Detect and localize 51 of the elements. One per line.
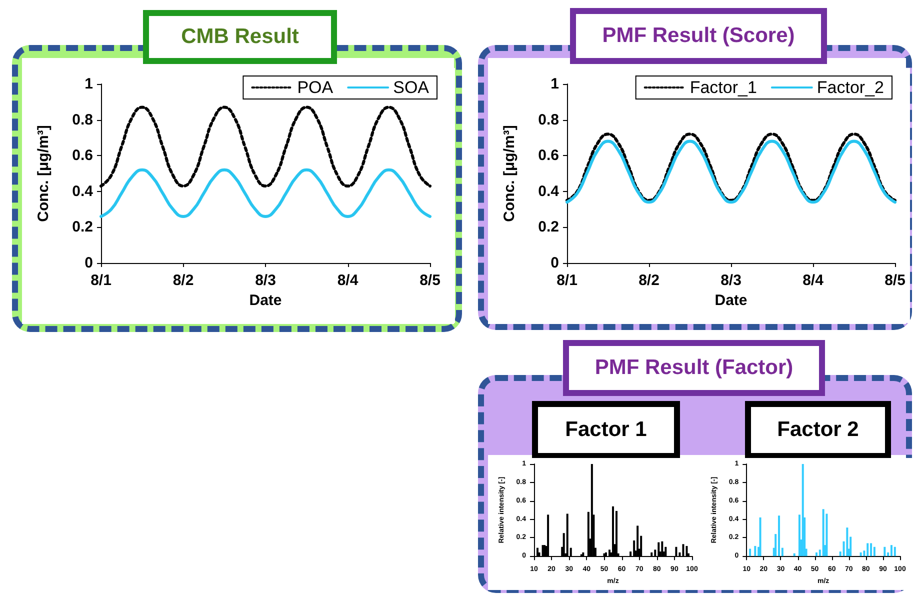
y-tick-label: 0.8 <box>72 111 93 128</box>
line-series <box>100 168 432 218</box>
bar <box>884 546 886 556</box>
bar <box>860 552 862 556</box>
bar <box>894 546 896 556</box>
x-tick-label: 8/2 <box>172 272 194 289</box>
bar <box>873 546 876 556</box>
y-tick-label: 0.2 <box>72 218 93 236</box>
bar <box>778 516 780 556</box>
y-tick-label: 0.6 <box>538 147 559 164</box>
bar <box>754 546 756 556</box>
legend-label: SOA <box>393 78 430 97</box>
x-tick-label: 8/1 <box>556 272 578 289</box>
legend-label: Factor_1 <box>690 78 757 97</box>
bar <box>759 517 762 556</box>
bar <box>870 543 872 556</box>
bar <box>749 548 752 556</box>
legend-label: POA <box>297 78 334 97</box>
y-tick-label: 0.6 <box>72 147 93 164</box>
x-tick-label: 8/4 <box>337 272 359 289</box>
chart-title: Factor 1 <box>565 418 647 442</box>
y-tick-label: 0.4 <box>538 182 560 200</box>
y-tick-label: 0 <box>550 254 559 272</box>
x-axis-title: Date <box>249 292 282 309</box>
x-tick-label: 8/4 <box>802 272 824 289</box>
x-tick-label: 8/2 <box>638 272 660 289</box>
y-tick-label: 1 <box>84 76 93 92</box>
bar <box>890 545 892 556</box>
bar <box>866 543 869 556</box>
x-tick-label: 8/5 <box>420 272 440 289</box>
y-tick-label: 1 <box>550 76 559 92</box>
bar <box>793 553 796 556</box>
chart-title: Factor 2 <box>777 418 859 442</box>
y-tick-label: 0.4 <box>72 182 94 200</box>
x-tick-label: 8/3 <box>255 272 276 289</box>
bar <box>822 509 824 556</box>
x-tick-label: 8/1 <box>90 272 112 289</box>
y-axis-title: Conc. [μg/m³] <box>35 125 52 222</box>
y-axis-title: Conc. [μg/m³] <box>501 125 518 222</box>
x-tick-label: 8/5 <box>884 272 906 289</box>
legend-label: Factor_2 <box>816 78 884 97</box>
x-axis-title: Date <box>714 292 748 309</box>
y-tick-label: 0 <box>84 254 93 272</box>
bar <box>846 528 848 556</box>
y-tick-label: 0.2 <box>538 218 559 236</box>
bar <box>816 552 818 556</box>
text: PMF Result (Factor) <box>594 356 794 380</box>
chart-title: PMF Result (Score) <box>602 24 795 48</box>
x-tick-label: 8/3 <box>720 272 742 289</box>
chart-title: CMB Result <box>181 25 299 49</box>
y-tick-label: 0.8 <box>538 111 559 128</box>
